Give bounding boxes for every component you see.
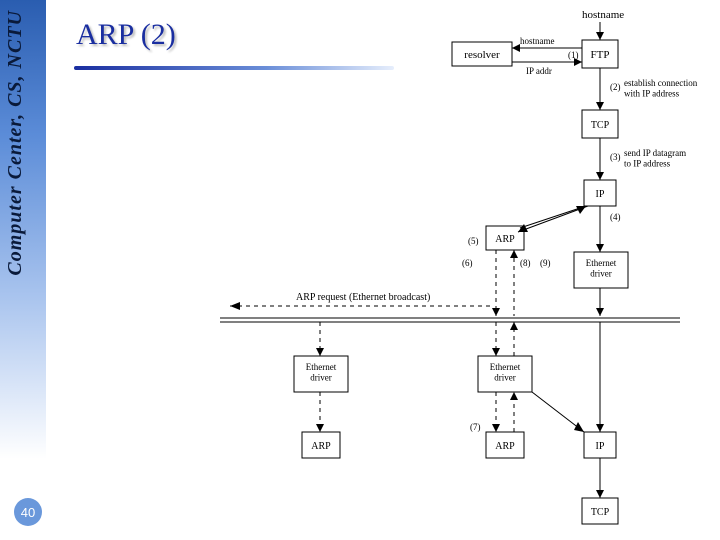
label-resolver: resolver <box>464 49 500 61</box>
label-ftp: FTP <box>591 49 610 61</box>
label-arp-bot-mid: ARP <box>495 441 515 452</box>
seq-3-text: send IP datagramto IP address <box>624 148 686 168</box>
label-ethdrv-bot-left: Ethernetdriver <box>306 362 337 382</box>
label-tcp-top: TCP <box>591 120 610 131</box>
seq-4: (4) <box>610 212 621 222</box>
seq-1: (1) <box>568 50 579 60</box>
sidebar-label: Computer Center, CS, NCTU <box>4 10 27 276</box>
label-arp-bot-left: ARP <box>311 441 331 452</box>
seq-9: (9) <box>540 258 551 268</box>
label-arp-top: ARP <box>495 234 515 245</box>
label-ethdrv-bot-mid: Ethernetdriver <box>490 362 521 382</box>
label-tcp-bot: TCP <box>591 507 610 518</box>
seq-2-text: establish connectionwith IP address <box>624 78 698 98</box>
label-ip-top: IP <box>596 189 605 200</box>
slide-title: ARP (2) <box>76 18 176 52</box>
label-ethdrv-top-right: Ethernetdriver <box>586 258 617 278</box>
seq-2: (2) <box>610 82 621 92</box>
label-hostname-edge: hostname <box>520 36 555 46</box>
seq-7: (7) <box>470 422 481 432</box>
label-hostname-top: hostname <box>582 9 624 21</box>
label-ip-bot: IP <box>596 441 605 452</box>
label-ipaddr-edge: IP addr <box>526 66 552 76</box>
seq-5: (5) <box>468 236 479 246</box>
arp-diagram: hostname FTP resolver hostname IP addr (… <box>200 0 720 540</box>
seq-6: (6) <box>462 258 473 268</box>
page-number-badge: 40 <box>14 498 42 526</box>
label-arp-request: ARP request (Ethernet broadcast) <box>296 292 430 303</box>
seq-8: (8) <box>520 258 531 268</box>
seq-3: (3) <box>610 152 621 162</box>
